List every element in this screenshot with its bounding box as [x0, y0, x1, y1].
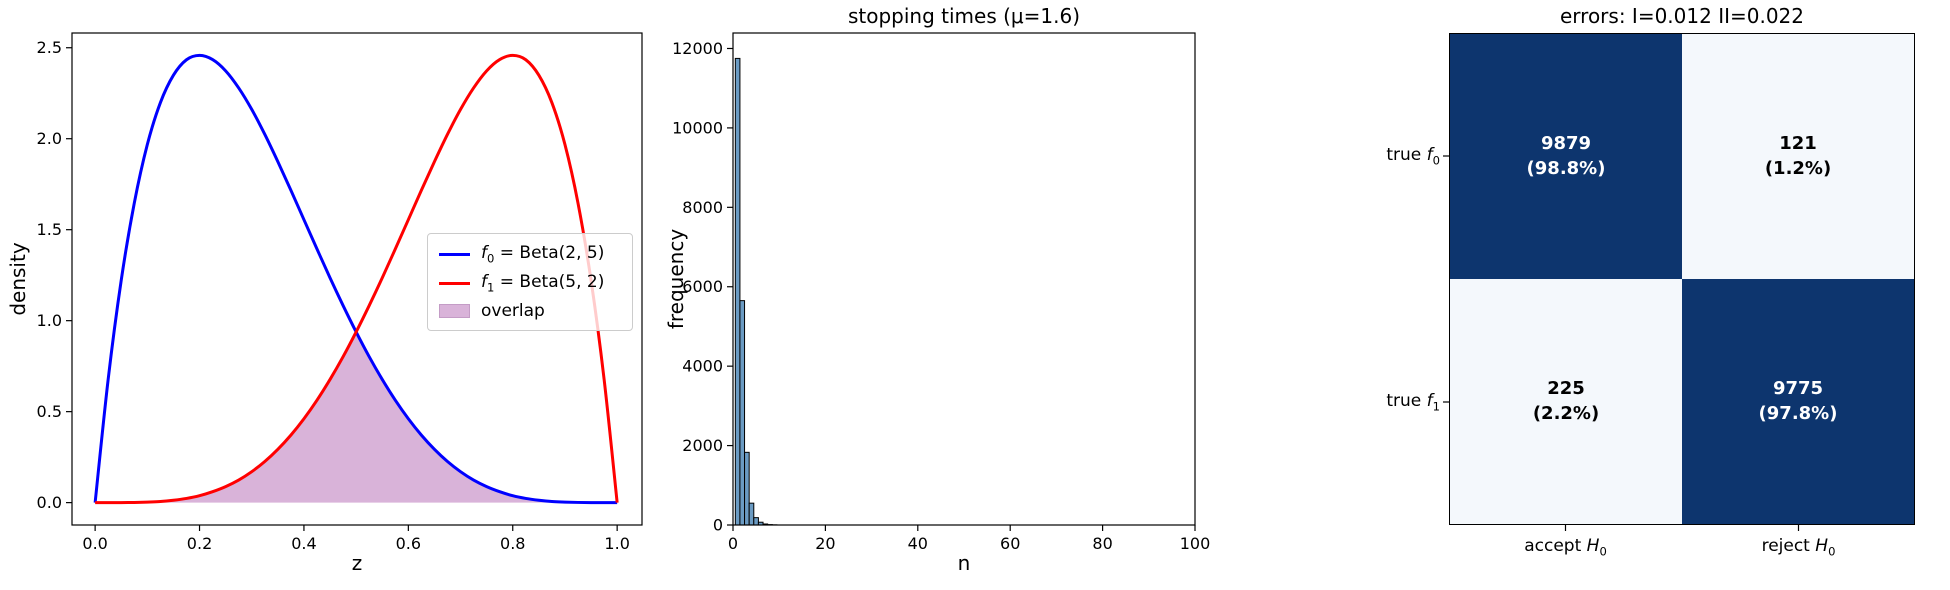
- cell-count: 9775: [1772, 378, 1824, 400]
- y-tick-label: 0: [713, 516, 723, 535]
- hist-bar: [734, 57, 741, 526]
- x-tick-label: 20: [815, 534, 835, 553]
- legend-label-overlap: overlap: [481, 300, 545, 321]
- confusion-matrix: 9879 (98.8%) 121 (1.2%) 225 (2.2%) 9775 …: [1449, 33, 1915, 525]
- cell-percent: (98.8%): [1526, 157, 1606, 179]
- histogram-title: stopping times (μ=1.6): [847, 4, 1081, 28]
- confusion-title: errors: I=0.012 II=0.022: [1559, 4, 1804, 28]
- legend-item-f1: f1 = Beta(5, 2): [439, 272, 621, 294]
- f0-curve: [93, 53, 618, 505]
- cell-count: 9879: [1540, 133, 1592, 155]
- confusion-col-label-accept-h0: accept H0: [1524, 536, 1607, 559]
- x-tick-label: 0: [728, 534, 738, 553]
- legend-item-f0: f0 = Beta(2, 5): [439, 243, 621, 266]
- legend-label-f1: f1 = Beta(5, 2): [481, 272, 605, 295]
- x-tick-label: 0.8: [500, 534, 525, 553]
- hist-bar: [744, 451, 750, 526]
- y-tick-label: 4000: [682, 357, 723, 376]
- overlap-fill: [95, 331, 618, 503]
- y-tick-label: 2000: [682, 436, 723, 455]
- x-tick-label: 1.0: [604, 534, 629, 553]
- x-tick-label: 0.0: [82, 534, 107, 553]
- x-tick-label: 0.2: [187, 534, 212, 553]
- x-tick-label: 100: [1180, 534, 1211, 553]
- confusion-cell-true-f0-reject: 121 (1.2%): [1682, 34, 1914, 279]
- confusion-cell-true-f1-accept: 225 (2.2%): [1450, 279, 1682, 524]
- x-tick-label: 60: [1000, 534, 1020, 553]
- legend-line-swatch-f0: [439, 252, 470, 256]
- cell-count: 121: [1779, 133, 1817, 155]
- confusion-cell-true-f1-reject: 9775 (97.8%): [1682, 279, 1914, 524]
- legend-item-overlap: overlap: [439, 301, 621, 321]
- cell-percent: (1.2%): [1764, 157, 1832, 179]
- y-tick-label: 10000: [672, 118, 723, 137]
- cell-percent: (2.2%): [1532, 402, 1600, 424]
- confusion-cell-true-f0-accept: 9879 (98.8%): [1450, 34, 1682, 279]
- y-tick-label: 0.5: [37, 402, 62, 421]
- f1-curve: [95, 53, 619, 505]
- density-xlabel: z: [351, 551, 363, 575]
- x-tick-label: 0.4: [291, 534, 316, 553]
- confusion-row-label-true-f1: true f1: [1386, 391, 1440, 414]
- confusion-col-label-reject-h0: reject H0: [1761, 536, 1836, 559]
- x-tick-label: 0.6: [396, 534, 421, 553]
- cell-count: 225: [1547, 378, 1585, 400]
- hist-bar: [739, 300, 746, 526]
- hist-bar: [753, 517, 759, 526]
- histogram-ylabel: frequency: [664, 228, 688, 330]
- confusion-row-label-true-f0: true f0: [1386, 145, 1440, 168]
- y-tick-label: 6000: [682, 277, 723, 296]
- cell-percent: (97.8%): [1758, 402, 1838, 424]
- x-tick-label: 80: [1092, 534, 1112, 553]
- legend-line-swatch-f1: [439, 281, 470, 285]
- y-tick-label: 12000: [672, 39, 723, 58]
- histogram-xlabel: n: [957, 551, 971, 575]
- legend-label-f0: f0 = Beta(2, 5): [481, 243, 605, 266]
- y-tick-label: 2.0: [37, 129, 62, 148]
- y-tick-label: 1.0: [37, 311, 62, 330]
- histogram-axes-frame: [732, 32, 1196, 526]
- density-ylabel: density: [6, 242, 30, 316]
- y-tick-label: 1.5: [37, 220, 62, 239]
- density-legend: f0 = Beta(2, 5) f1 = Beta(5, 2) overlap: [427, 233, 633, 331]
- density-axes-frame: [71, 32, 643, 526]
- y-tick-label: 8000: [682, 198, 723, 217]
- x-tick-label: 40: [908, 534, 928, 553]
- y-tick-label: 2.5: [37, 38, 62, 57]
- hist-bar: [748, 502, 755, 526]
- y-tick-label: 0.0: [37, 493, 62, 512]
- legend-patch-swatch-overlap: [439, 303, 470, 318]
